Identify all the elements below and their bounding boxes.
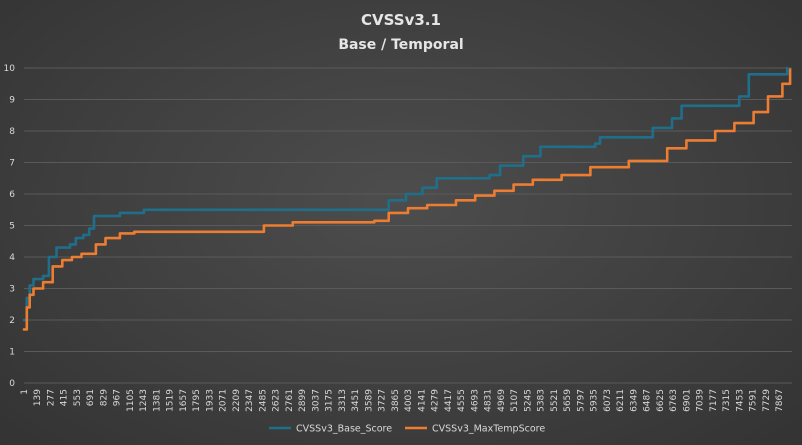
x-tick-label: 5521	[550, 389, 560, 412]
x-tick-label: 1105	[126, 389, 136, 412]
x-tick-label: 4831	[484, 389, 494, 412]
x-tick-label: 3589	[364, 389, 374, 412]
x-tick-label: 1657	[179, 389, 189, 412]
x-tick-label: 6625	[656, 389, 666, 412]
gridlines	[24, 67, 792, 384]
x-tick-label: 7867	[775, 389, 785, 412]
x-tick-label: 5935	[590, 389, 600, 412]
x-tick-label: 553	[73, 389, 83, 406]
x-tick-label: 3451	[351, 389, 361, 412]
x-tick-label: 1243	[139, 389, 149, 412]
x-tick-label: 1795	[192, 389, 202, 412]
x-tick-label: 6487	[643, 389, 653, 412]
x-tick-label: 4417	[444, 389, 454, 412]
x-tick-label: 3313	[338, 389, 348, 412]
x-tick-label: 5659	[563, 389, 573, 412]
series-line-base-score	[22, 66, 789, 322]
x-tick-label: 967	[113, 389, 123, 406]
x-tick-label: 4693	[470, 389, 480, 412]
y-tick-label: 8	[9, 127, 15, 137]
x-tick-label: 4969	[497, 389, 507, 412]
x-tick-label: 277	[46, 389, 56, 406]
x-tick-label: 5797	[576, 389, 586, 412]
x-tick-label: 2347	[245, 389, 255, 412]
x-tick-label: 7453	[735, 389, 745, 412]
y-tick-label: 3	[9, 285, 15, 295]
chart-subtitle: Base / Temporal	[338, 37, 463, 53]
series-line-max-temp-score	[22, 68, 792, 331]
x-tick-label: 5383	[537, 389, 547, 412]
legend-label: CVSSv3_Base_Score	[296, 424, 392, 435]
x-tick-label: 1	[20, 389, 30, 395]
x-tick-label: 6901	[682, 389, 692, 412]
x-tick-label: 1519	[166, 389, 176, 412]
y-tick-label: 7	[9, 159, 15, 169]
y-axis-ticks: 0 1 2 3 4 5 6 7 8 9 10	[4, 64, 16, 389]
x-tick-label: 2761	[285, 389, 295, 412]
x-tick-label: 6763	[669, 389, 679, 412]
x-tick-label: 5245	[523, 389, 533, 412]
x-tick-label: 6073	[603, 389, 613, 412]
x-tick-label: 3727	[378, 389, 388, 412]
y-tick-label: 10	[4, 64, 16, 74]
y-tick-label: 6	[9, 190, 15, 200]
x-tick-label: 6349	[629, 389, 639, 412]
y-tick-label: 9	[9, 96, 15, 106]
x-tick-label: 7591	[749, 389, 759, 412]
x-tick-label: 1381	[152, 389, 162, 412]
x-tick-label: 1933	[205, 389, 215, 412]
y-tick-label: 2	[9, 316, 15, 326]
x-tick-label: 7039	[696, 389, 706, 412]
y-tick-label: 1	[9, 348, 15, 358]
x-tick-label: 2623	[272, 389, 282, 412]
x-tick-label: 2071	[219, 389, 229, 412]
x-tick-label: 4555	[457, 389, 467, 412]
x-tick-label: 7315	[722, 389, 732, 412]
x-tick-label: 2485	[258, 389, 268, 412]
series-lines	[22, 66, 792, 331]
x-tick-label: 7177	[709, 389, 719, 412]
x-tick-label: 6211	[616, 389, 626, 412]
x-tick-label: 139	[33, 389, 43, 406]
x-tick-label: 829	[99, 389, 109, 406]
chart-title: CVSSv3.1	[361, 11, 441, 29]
x-tick-label: 4003	[404, 389, 414, 412]
y-tick-label: 5	[9, 222, 15, 232]
y-tick-label: 4	[9, 253, 15, 263]
x-tick-label: 5107	[510, 389, 520, 412]
x-tick-label: 3175	[325, 389, 335, 412]
x-tick-label: 415	[60, 389, 70, 406]
y-tick-label: 0	[9, 379, 15, 389]
x-tick-label: 3037	[311, 389, 321, 412]
x-axis-ticks: 1 139 277 415 553 691 829 967 1105 1243 1381 1519 16…	[20, 389, 785, 412]
x-tick-label: 7729	[762, 389, 772, 412]
legend-label: CVSSv3_MaxTempScore	[432, 424, 545, 435]
x-tick-label: 2209	[232, 389, 242, 412]
x-tick-label: 691	[86, 389, 96, 406]
x-tick-label: 4141	[417, 389, 427, 412]
x-tick-label: 2899	[298, 389, 308, 412]
legend: CVSSv3_Base_Score CVSSv3_MaxTempScore	[269, 424, 545, 435]
x-tick-label: 4279	[431, 389, 441, 412]
x-tick-label: 3865	[391, 389, 401, 412]
